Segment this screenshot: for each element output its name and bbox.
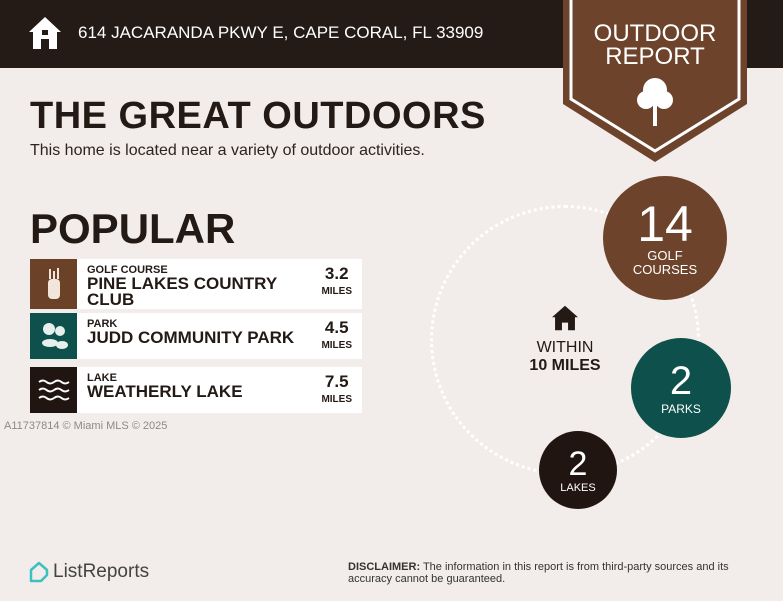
outdoor-report-badge: OUTDOOR REPORT <box>563 0 747 162</box>
distance-unit: MILES <box>321 340 352 351</box>
disclaimer: DISCLAIMER: The information in this repo… <box>348 561 768 585</box>
lakes-count-circle: 2 LAKES <box>539 431 617 509</box>
watermark: A11737814 © Miami MLS © 2025 <box>4 420 168 432</box>
item-distance: 7.5 MILES <box>321 373 352 409</box>
page-subtitle: This home is located near a variety of o… <box>30 142 425 159</box>
golf-label-2: COURSES <box>632 262 698 277</box>
item-category: LAKE <box>87 372 117 384</box>
item-distance: 3.2 MILES <box>321 265 352 301</box>
item-name: JUDD COMMUNITY PARK <box>87 328 295 347</box>
distance-value: 7.5 <box>324 372 349 391</box>
home-icon <box>552 305 578 331</box>
popular-heading: POPULAR <box>30 205 236 252</box>
item-name: PINE LAKES COUNTRY CLUB <box>87 274 277 309</box>
within-label: WITHIN <box>536 339 594 356</box>
waves-icon <box>30 367 77 413</box>
listreports-logo: ListReports <box>29 561 149 583</box>
house-logo-icon <box>29 561 49 583</box>
distance-unit: MILES <box>321 286 352 297</box>
parks-count-circle: 2 PARKS <box>631 338 731 438</box>
distance-value: 3.2 <box>324 264 349 283</box>
golf-count: 14 <box>637 196 693 252</box>
golf-count-circle: 14 GOLF COURSES <box>603 176 727 300</box>
home-icon <box>29 17 61 49</box>
badge-line1: OUTDOOR <box>593 20 717 47</box>
list-item: PARK JUDD COMMUNITY PARK 4.5 MILES <box>30 313 362 359</box>
disclaimer-text: The information in this report is from t… <box>348 561 729 585</box>
parks-count: 2 <box>669 359 693 403</box>
golf-bag-icon <box>30 259 77 309</box>
within-radius: WITHIN 10 MILES <box>515 305 615 375</box>
within-distance: 10 MILES <box>529 357 601 374</box>
page-title: THE GREAT OUTDOORS <box>30 95 486 137</box>
item-category: GOLF COURSE <box>87 264 168 276</box>
tree-icon <box>637 78 673 126</box>
list-item: LAKE WEATHERLY LAKE 7.5 MILES <box>30 367 362 413</box>
distance-unit: MILES <box>321 394 352 405</box>
distance-value: 4.5 <box>324 318 349 337</box>
badge-line2: REPORT <box>605 43 705 70</box>
item-category: PARK <box>87 318 118 330</box>
property-address: 614 JACARANDA PKWY E, CAPE CORAL, FL 339… <box>78 23 484 42</box>
logo-text: ListReports <box>53 561 150 582</box>
item-distance: 4.5 MILES <box>321 319 352 355</box>
lakes-label: LAKES <box>560 482 596 494</box>
lakes-count: 2 <box>568 445 588 483</box>
golf-label: GOLF <box>647 248 683 263</box>
list-item: GOLF COURSE PINE LAKES COUNTRY CLUB 3.2 M… <box>30 259 362 309</box>
item-name: WEATHERLY LAKE <box>87 382 243 401</box>
disclaimer-label: DISCLAIMER: <box>348 561 421 573</box>
parks-label: PARKS <box>661 402 701 416</box>
trees-icon <box>30 313 77 359</box>
